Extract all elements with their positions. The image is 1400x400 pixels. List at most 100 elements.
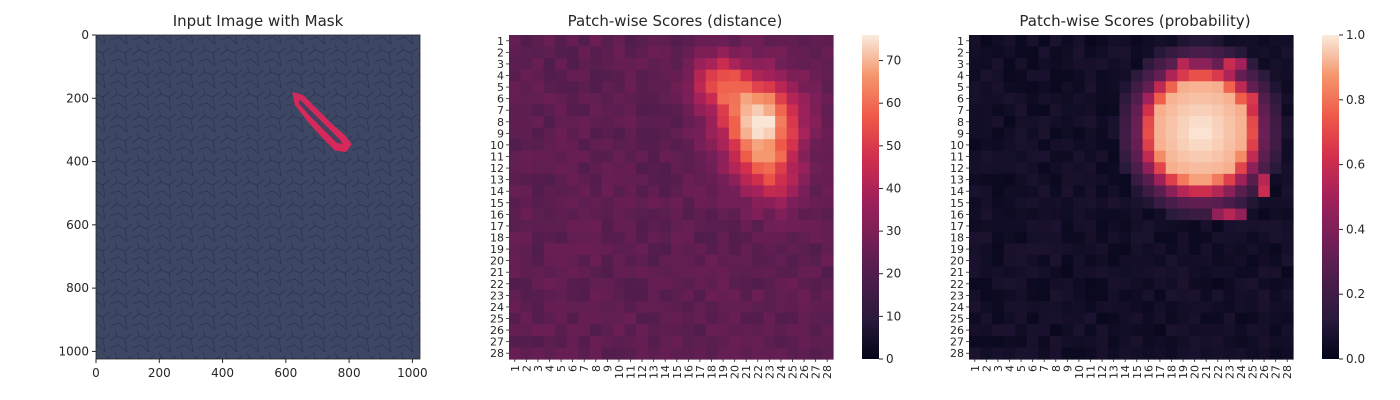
heatmap-cell: [775, 81, 788, 94]
heatmap-cell: [798, 58, 811, 71]
y-tick-label: 28: [490, 347, 504, 360]
heatmap-cell: [1154, 139, 1167, 152]
heatmap-cell: [1107, 335, 1121, 349]
heatmap-cell: [647, 231, 661, 244]
heatmap-cell: [1073, 81, 1086, 94]
heatmap-cell: [752, 347, 765, 360]
heatmap-cell: [728, 46, 742, 59]
heatmap-cell: [590, 220, 603, 233]
heatmap-cell: [1235, 69, 1248, 82]
heatmap-cell: [728, 335, 742, 349]
heatmap-cell: [1050, 243, 1063, 256]
heatmap-cell: [728, 92, 742, 106]
heatmap-cell: [624, 312, 637, 325]
y-tick-label: 27: [490, 336, 504, 349]
heatmap-cell: [578, 116, 591, 129]
heatmap-cell: [980, 301, 993, 314]
heatmap-cell: [613, 208, 626, 221]
heatmap-cell: [636, 81, 649, 94]
heatmap-cell: [532, 301, 545, 314]
heatmap-cell: [659, 266, 672, 279]
heatmap-cell: [509, 92, 522, 106]
heatmap-cell: [1003, 92, 1016, 106]
heatmap-cell: [992, 243, 1005, 256]
heatmap-cell: [613, 127, 626, 140]
heatmap-cell: [624, 347, 637, 360]
heatmap-cell: [1269, 220, 1283, 233]
heatmap-cell: [1223, 185, 1236, 198]
heatmap-cell: [1154, 301, 1167, 314]
heatmap-cell: [1131, 58, 1144, 71]
heatmap-cell: [694, 220, 707, 233]
heatmap-cell: [1015, 208, 1028, 221]
heatmap-cell: [1281, 312, 1294, 325]
heatmap-cell: [1050, 139, 1063, 152]
heatmap-cell: [682, 278, 695, 291]
heatmap-cell: [980, 162, 993, 175]
heatmap-cell: [1258, 127, 1271, 140]
heatmap-cell: [1246, 162, 1259, 175]
heatmap-cell: [980, 139, 993, 152]
colorbar-tick-label: 0.6: [1346, 158, 1365, 172]
heatmap-cell: [809, 116, 823, 129]
heatmap-cell: [659, 173, 672, 187]
heatmap-cell: [809, 35, 823, 48]
heatmap-cell: [636, 58, 649, 71]
heatmap-cell: [1142, 312, 1155, 325]
heatmap-cell: [1084, 266, 1097, 279]
heatmap-cell: [1246, 69, 1259, 82]
heatmap-cell: [740, 116, 753, 129]
heatmap-cell: [555, 185, 568, 198]
x-tick-label: 14: [1119, 365, 1132, 379]
heatmap-cell: [775, 139, 788, 152]
heatmap-cell: [1084, 58, 1097, 71]
heatmap-cell: [1188, 150, 1202, 163]
heatmap-cell: [532, 335, 545, 349]
heatmap-cell: [1073, 220, 1086, 233]
heatmap-cell: [601, 289, 614, 302]
heatmap-cell: [566, 69, 580, 82]
heatmap-cell: [1084, 46, 1097, 59]
heatmap-cell: [1050, 116, 1063, 129]
heatmap-cell: [624, 104, 637, 117]
heatmap-cell: [1061, 35, 1074, 48]
heatmap-cell: [1061, 335, 1074, 349]
heatmap-cell: [532, 162, 545, 175]
heatmap-cell: [671, 220, 684, 233]
heatmap-cell: [1235, 127, 1248, 140]
heatmap-cell: [1015, 46, 1028, 59]
heatmap-cell: [809, 69, 823, 82]
heatmap-cell: [775, 289, 788, 302]
heatmap-cell: [1223, 92, 1236, 106]
heatmap-cell: [1281, 347, 1294, 360]
heatmap-cell: [786, 231, 799, 244]
heatmap-cell: [1026, 69, 1040, 82]
heatmap-cell: [1223, 150, 1236, 163]
y-tick-label: 18: [490, 232, 504, 245]
heatmap-cell: [821, 185, 834, 198]
heatmap-cell: [590, 69, 603, 82]
colorbar-tick-label: 40: [886, 181, 901, 195]
heatmap-cell: [717, 162, 730, 175]
y-tick-label: 12: [950, 162, 964, 175]
heatmap-cell: [705, 278, 718, 291]
heatmap-cell: [1073, 104, 1086, 117]
heatmap-cell: [717, 266, 730, 279]
heatmap-cell: [647, 162, 661, 175]
heatmap-cell: [647, 347, 661, 360]
heatmap-cell: [636, 92, 649, 106]
y-tick-label: 15: [490, 197, 504, 210]
heatmap-cell: [636, 208, 649, 221]
x-tick-label: 12: [1096, 365, 1109, 379]
heatmap-cell: [786, 220, 799, 233]
heatmap-cell: [636, 150, 649, 163]
heatmap-cell: [555, 254, 568, 268]
heatmap-cell: [809, 150, 823, 163]
heatmap-cell: [636, 185, 649, 198]
heatmap-cell: [728, 208, 742, 221]
heatmap-cell: [1177, 104, 1190, 117]
heatmap-cell: [1212, 92, 1225, 106]
heatmap-cell: [752, 58, 765, 71]
heatmap-cell: [980, 46, 993, 59]
heatmap-cell: [1200, 335, 1213, 349]
